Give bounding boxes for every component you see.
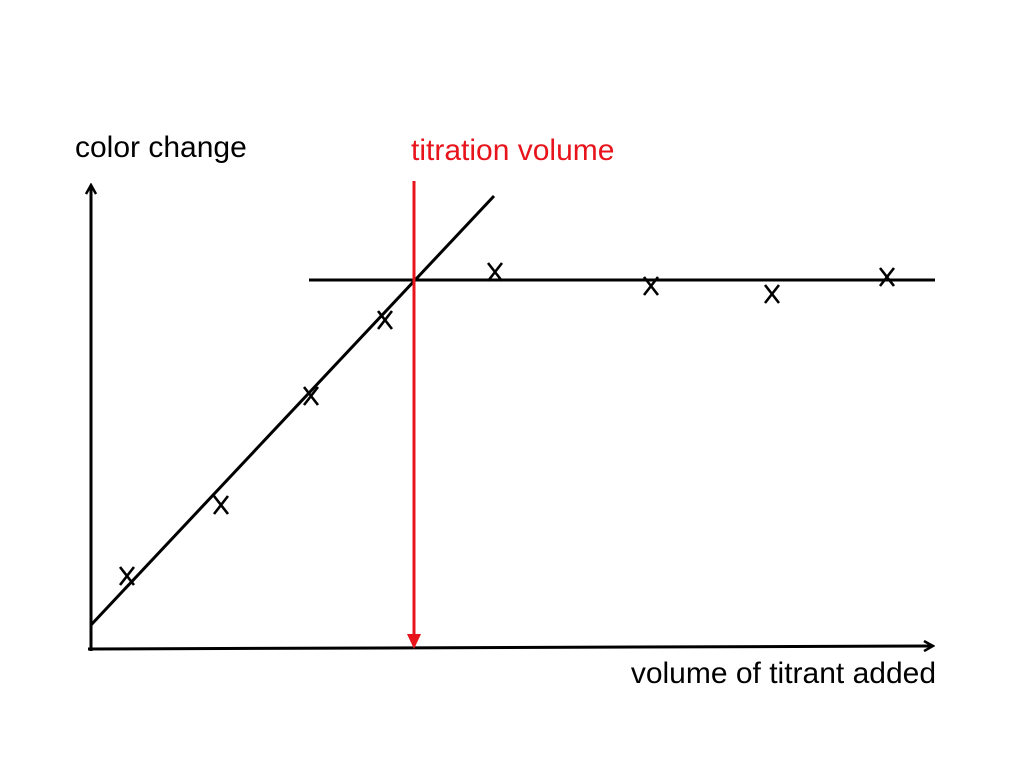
data-point-marker	[212, 495, 230, 515]
data-point-marker	[302, 386, 320, 406]
titration-arrowhead-icon	[407, 634, 421, 649]
data-point-marker	[763, 284, 781, 304]
data-markers	[118, 262, 896, 586]
data-point-marker	[118, 566, 136, 586]
y-axis-label: color change	[75, 131, 247, 164]
data-point-marker	[376, 310, 394, 330]
data-point-marker	[878, 267, 896, 287]
x-axis	[87, 646, 933, 649]
x-axis-label: volume of titrant added	[630, 657, 936, 690]
data-point-marker	[642, 276, 660, 296]
titration-volume-label: titration volume	[411, 134, 615, 167]
data-point-marker	[486, 262, 504, 282]
rising-trend-line	[89, 194, 496, 627]
